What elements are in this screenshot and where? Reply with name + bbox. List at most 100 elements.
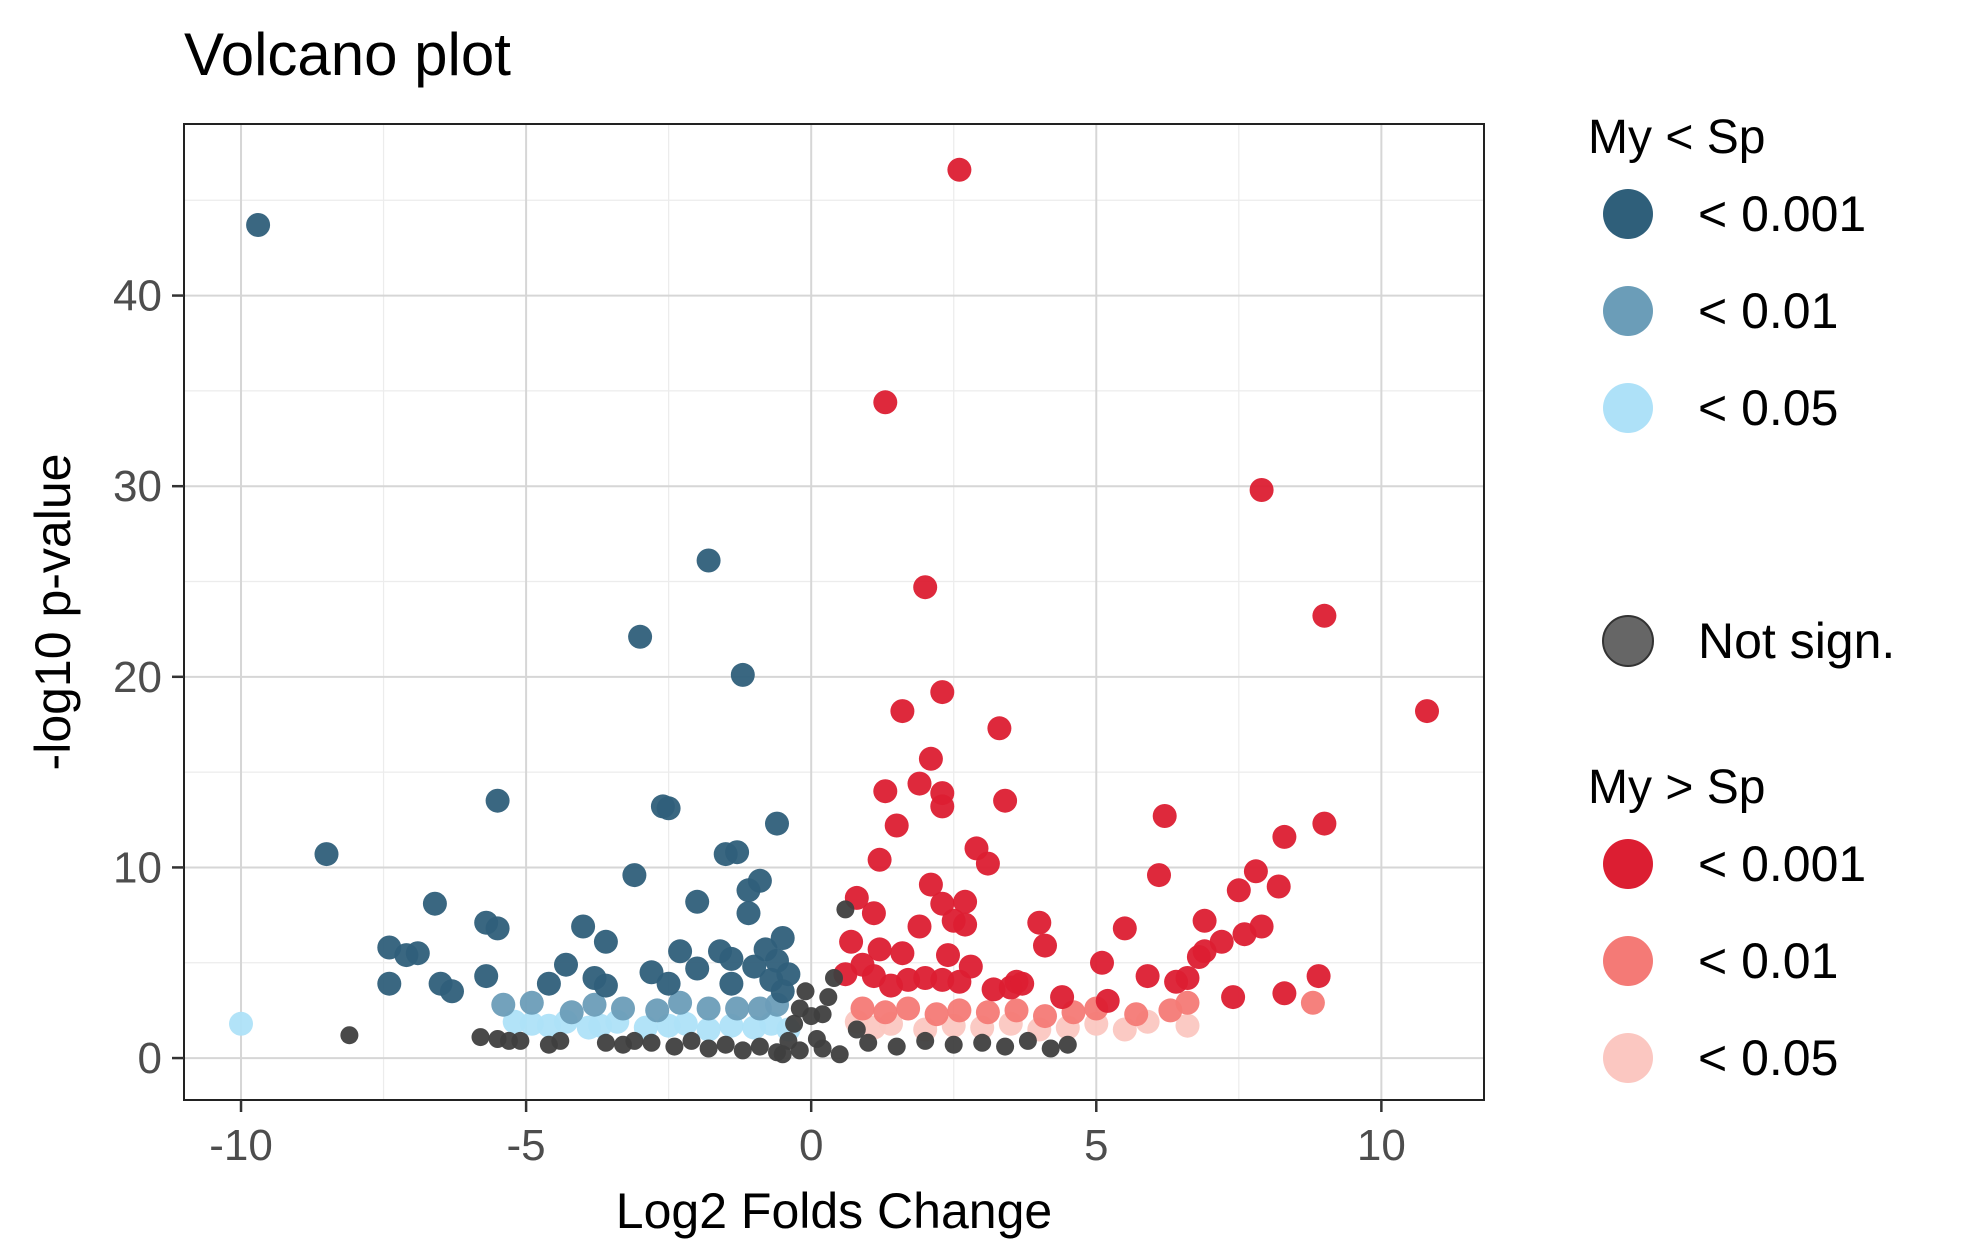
point-not-sign xyxy=(847,1020,866,1039)
point-not-sign xyxy=(716,1035,735,1054)
legend-label-down: < 0.001 xyxy=(1698,185,1867,242)
point-not-sign xyxy=(836,900,855,919)
legend-dot-not-sign xyxy=(1602,614,1654,667)
legend-label-down: < 0.01 xyxy=(1698,282,1839,339)
point-down-01 xyxy=(582,992,607,1017)
y-tick-label: 20 xyxy=(113,653,162,702)
point-up-01 xyxy=(1175,990,1200,1015)
point-not-sign xyxy=(825,969,843,987)
point-up-01 xyxy=(1300,990,1325,1015)
x-tick-label: 0 xyxy=(799,1121,823,1170)
point-down-01 xyxy=(668,990,693,1015)
x-tick-label: 5 xyxy=(1084,1121,1108,1170)
point-not-sign xyxy=(830,1045,849,1064)
point-up-001 xyxy=(1232,922,1257,947)
point-down-001 xyxy=(485,788,510,813)
point-up-001 xyxy=(867,847,892,872)
legend-item-not-sign: Not sign. xyxy=(1588,592,1895,689)
point-not-sign xyxy=(1058,1035,1077,1054)
legend-title-down: My < Sp xyxy=(1588,111,1766,164)
point-up-001 xyxy=(1152,804,1177,828)
point-not-sign xyxy=(699,1039,718,1058)
point-down-001 xyxy=(730,662,755,687)
point-not-sign xyxy=(973,1033,992,1052)
point-up-001 xyxy=(953,889,978,914)
point-down-001 xyxy=(719,946,744,971)
point-down-001 xyxy=(440,979,464,1004)
legend-item-up: < 0.05 xyxy=(1588,1009,1866,1106)
point-down-001 xyxy=(770,926,795,950)
point-not-sign xyxy=(1041,1039,1060,1058)
point-down-001 xyxy=(685,889,710,914)
point-up-001 xyxy=(896,967,921,992)
point-up-01 xyxy=(1124,1002,1149,1027)
x-tick-label: 10 xyxy=(1357,1121,1406,1170)
point-down-001 xyxy=(719,971,744,996)
point-down-001 xyxy=(571,914,596,939)
point-down-001 xyxy=(736,901,761,926)
point-up-001 xyxy=(987,716,1012,741)
point-down-001 xyxy=(765,811,789,836)
point-up-001 xyxy=(1312,603,1337,628)
point-up-001 xyxy=(873,779,898,804)
legend-key-up xyxy=(1588,921,1668,1001)
point-not-sign xyxy=(340,1026,359,1045)
point-up-001 xyxy=(1090,950,1114,975)
point-down-01 xyxy=(645,998,670,1023)
legend-title-up: My > Sp xyxy=(1588,761,1766,814)
point-down-001 xyxy=(622,863,647,888)
point-down-001 xyxy=(422,891,447,916)
point-not-sign xyxy=(887,1037,906,1056)
x-tick-label: -10 xyxy=(209,1121,273,1170)
point-up-001 xyxy=(1415,699,1439,724)
point-down-001 xyxy=(725,840,750,865)
point-up-001 xyxy=(936,943,960,968)
point-not-sign xyxy=(665,1037,684,1056)
point-up-001 xyxy=(1192,908,1217,933)
legend-label-up: < 0.05 xyxy=(1698,1029,1839,1086)
point-not-sign xyxy=(682,1031,701,1050)
point-not-sign xyxy=(773,1045,792,1064)
point-up-001 xyxy=(907,771,932,796)
point-up-001 xyxy=(930,680,955,705)
legend-key-down xyxy=(1588,368,1668,448)
point-up-01 xyxy=(850,996,875,1021)
point-not-sign xyxy=(642,1033,661,1052)
legend-key-down xyxy=(1588,271,1668,351)
point-not-sign xyxy=(785,1014,804,1033)
point-down-001 xyxy=(770,979,795,1004)
legend-key-up xyxy=(1588,1018,1668,1098)
point-up-01 xyxy=(975,1000,1000,1025)
point-up-001 xyxy=(867,937,892,962)
legend-dot-down xyxy=(1603,285,1653,336)
point-up-001 xyxy=(1226,878,1251,903)
point-up-001 xyxy=(975,851,1000,876)
point-not-sign xyxy=(796,982,815,1001)
point-not-sign xyxy=(551,1031,570,1050)
point-not-sign xyxy=(996,1037,1015,1056)
point-up-001 xyxy=(1147,863,1171,888)
point-not-sign xyxy=(790,1041,809,1060)
legend-dot-up xyxy=(1603,935,1653,986)
point-not-sign xyxy=(511,1031,530,1050)
point-down-001 xyxy=(593,973,618,998)
point-up-001 xyxy=(1221,985,1246,1010)
legend-label-not-sign: Not sign. xyxy=(1698,612,1896,669)
point-not-sign xyxy=(471,1028,490,1047)
point-down-05 xyxy=(633,1015,658,1040)
point-down-001 xyxy=(696,548,721,573)
legend-items-up: < 0.001 < 0.01 < 0.05 xyxy=(1588,815,1866,1106)
point-down-001 xyxy=(628,624,653,649)
point-up-001 xyxy=(1249,478,1274,502)
point-down-01 xyxy=(696,996,721,1021)
point-not-sign xyxy=(813,1039,832,1058)
legend-dot-down xyxy=(1603,382,1653,433)
point-down-05 xyxy=(673,1011,698,1036)
point-down-001 xyxy=(377,971,402,996)
point-down-001 xyxy=(656,796,681,821)
legend-key-not-sign xyxy=(1588,601,1668,681)
point-up-001 xyxy=(1050,985,1075,1010)
point-up-001 xyxy=(1175,966,1200,990)
point-up-001 xyxy=(873,390,898,415)
point-up-001 xyxy=(1027,910,1052,935)
